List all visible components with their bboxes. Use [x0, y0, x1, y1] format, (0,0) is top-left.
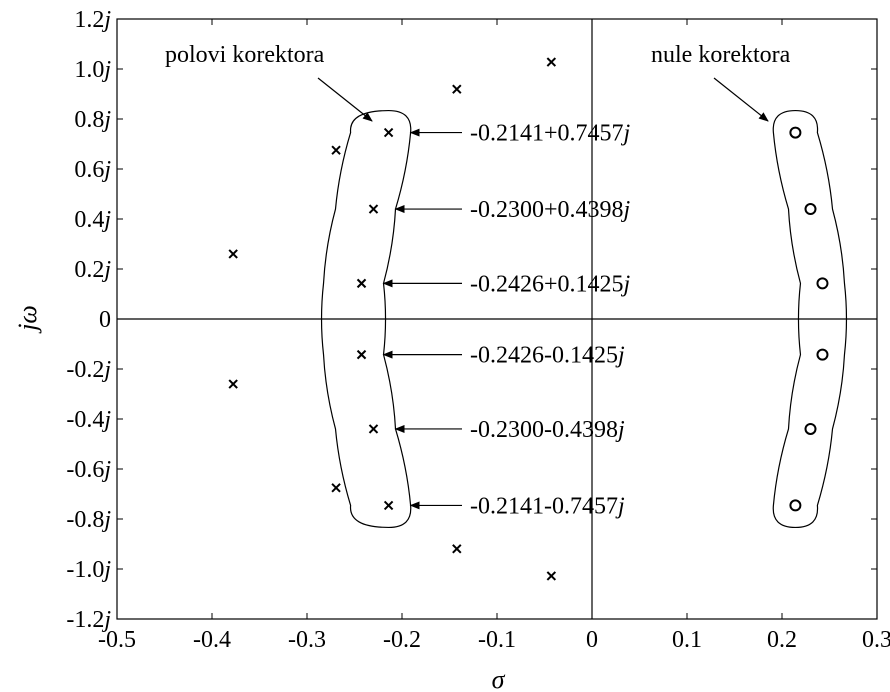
zero-marker [789, 499, 802, 512]
pole-marker [452, 544, 462, 554]
y-axis-title: jω [13, 305, 42, 334]
x-tick-label: -0.1 [478, 627, 516, 653]
pole-marker [546, 57, 557, 67]
pole-marker [356, 278, 367, 289]
zero-marker [789, 126, 802, 139]
y-tick-label: 0 [99, 307, 111, 333]
x-axis-ticks: -0.5 -0.4 -0.3 -0.2 -0.1 0 0.1 0.2 0.3 [98, 19, 890, 653]
y-tick-label: -0.6j [66, 457, 111, 483]
zero-marker [804, 422, 817, 435]
poles-label: polovi korektora [165, 42, 325, 68]
pole-marker [383, 127, 394, 138]
y-tick-label: 0.6j [74, 157, 111, 183]
x-tick-label: -0.2 [383, 627, 421, 653]
x-axis-title: σ [492, 665, 506, 692]
poles-group-loop [320, 109, 412, 529]
callout-label: -0.2141-0.7457j [470, 493, 625, 519]
y-tick-label: 0.4j [74, 207, 111, 233]
y-tick-label: -1.0j [66, 557, 111, 583]
x-tick-label: -0.5 [98, 627, 136, 653]
data-markers [228, 57, 829, 581]
value-callouts: -0.2141+0.7457j -0.2300+0.4398j -0.2426+0.… [382, 121, 631, 519]
zeros-group-loop [772, 109, 848, 529]
y-axis-ticks: 1.2j 1.0j 0.8j 0.6j 0.4j 0.2j 0 -0.2j -0.4j -0.6j… [66, 7, 877, 633]
grouping-loops [320, 109, 848, 529]
pole-marker [368, 424, 379, 434]
pole-marker [331, 483, 341, 493]
y-tick-label: 0.8j [74, 107, 111, 133]
callout-label: -0.2141+0.7457j [470, 121, 631, 147]
poles-label-arrow [317, 77, 373, 122]
pole-marker [356, 349, 367, 360]
pole-marker [228, 249, 238, 259]
callout-label: -0.2300+0.4398j [470, 197, 631, 223]
pole-marker [546, 571, 557, 581]
pole-marker [383, 500, 394, 511]
pole-marker [368, 204, 379, 214]
zero-marker [816, 348, 829, 361]
zeros-label: nule korektora [651, 42, 791, 68]
x-tick-label: 0.1 [672, 627, 702, 653]
zero-marker [804, 203, 817, 216]
zero-axes [117, 19, 877, 619]
callout-label: -0.2300-0.4398j [470, 417, 625, 443]
pole-marker [452, 84, 462, 94]
x-tick-label: 0 [586, 627, 598, 653]
y-tick-label: -0.4j [66, 407, 111, 433]
y-tick-label: -1.2j [66, 607, 111, 633]
pole-marker [228, 379, 238, 389]
x-tick-label: 0.3 [862, 627, 890, 653]
x-tick-label: -0.3 [288, 627, 326, 653]
callout-label: -0.2426+0.1425j [470, 271, 631, 297]
y-tick-label: 1.2j [74, 7, 111, 33]
pole-marker [331, 145, 341, 155]
y-tick-label: 0.2j [74, 257, 111, 283]
y-tick-label: 1.0j [74, 57, 111, 83]
y-tick-label: -0.2j [66, 357, 111, 383]
x-tick-label: 0.2 [767, 627, 797, 653]
group-labels: polovi korektora nule korektora [165, 42, 791, 122]
zeros-label-arrow [713, 77, 769, 122]
x-tick-label: -0.4 [193, 627, 231, 653]
y-tick-label: -0.8j [66, 507, 111, 533]
callout-label: -0.2426-0.1425j [470, 343, 625, 369]
zero-marker [816, 277, 829, 290]
